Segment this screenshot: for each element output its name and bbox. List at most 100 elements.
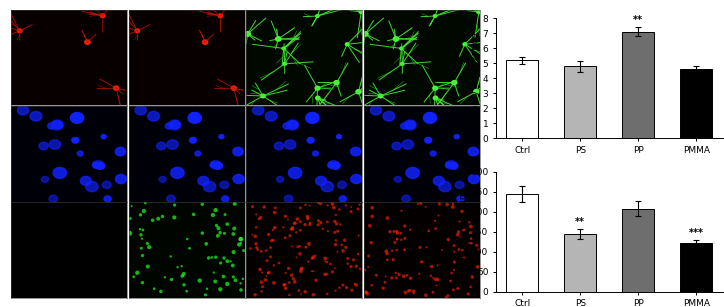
Polygon shape [321,181,334,192]
Polygon shape [316,176,327,185]
Point [273,261,285,266]
Title: PP: PP [298,0,311,10]
Point [235,237,246,242]
Text: ***: *** [689,228,704,238]
Point [166,277,177,282]
Point [404,227,416,232]
Point [447,287,459,292]
Point [253,216,265,221]
Point [211,223,222,228]
Point [293,288,305,293]
Point [329,288,341,293]
Polygon shape [39,142,49,150]
Polygon shape [402,195,411,202]
Polygon shape [203,40,208,45]
Polygon shape [328,162,334,168]
Point [268,263,279,268]
Point [263,232,274,237]
Polygon shape [49,195,58,202]
Point [339,238,350,243]
Polygon shape [477,10,481,14]
Point [140,200,151,205]
Polygon shape [434,176,445,185]
Polygon shape [220,181,229,188]
Polygon shape [351,174,362,184]
Polygon shape [383,111,395,121]
Polygon shape [72,138,79,143]
Point [283,266,295,271]
Point [345,264,357,269]
Polygon shape [211,161,221,169]
Polygon shape [135,106,146,115]
Polygon shape [345,43,349,46]
Point [366,214,378,219]
Bar [506,60,538,138]
Point [334,207,345,212]
Point [143,245,155,250]
Title: Control: Control [51,0,87,10]
Point [427,275,439,280]
Point [431,283,442,288]
Point [247,204,258,209]
Point [322,203,334,208]
Point [233,242,245,247]
Point [227,231,239,236]
Polygon shape [276,37,281,41]
Point [213,226,224,231]
Polygon shape [434,96,438,100]
Polygon shape [393,37,399,41]
Point [340,245,352,250]
Polygon shape [222,196,229,202]
Title: PMMA: PMMA [407,0,437,10]
Point [361,290,372,295]
Point [178,271,190,276]
Point [395,237,407,242]
Point [290,255,302,260]
Point [300,289,311,294]
Polygon shape [188,112,201,123]
Point [342,256,353,261]
Point [304,203,316,208]
Point [235,281,246,286]
Point [456,209,468,214]
Point [137,280,148,285]
Point [136,236,148,241]
Point [267,238,279,243]
Point [257,284,269,289]
Polygon shape [337,134,342,139]
Polygon shape [356,90,361,94]
Point [354,202,366,207]
Point [452,230,464,235]
Polygon shape [274,142,284,150]
Point [392,231,403,235]
Point [229,201,240,206]
Point [436,247,447,252]
Point [269,225,280,230]
Point [295,228,306,233]
Point [269,210,280,215]
Point [363,254,374,258]
Point [135,246,147,251]
Point [329,219,341,224]
Point [334,222,346,227]
Point [203,255,214,260]
Point [345,204,357,209]
Polygon shape [468,174,479,184]
Point [391,237,403,242]
Polygon shape [288,121,298,129]
Point [222,282,233,286]
Polygon shape [203,181,216,192]
Point [466,241,477,246]
Point [432,263,444,268]
Point [176,264,188,269]
Point [448,267,460,272]
Point [196,231,208,235]
Y-axis label: Hoechst: Hoechst [0,135,8,172]
Polygon shape [329,161,339,169]
Point [295,205,306,210]
Point [362,264,374,269]
Polygon shape [77,151,83,156]
Point [258,204,270,209]
Point [287,227,298,231]
Point [212,233,224,238]
